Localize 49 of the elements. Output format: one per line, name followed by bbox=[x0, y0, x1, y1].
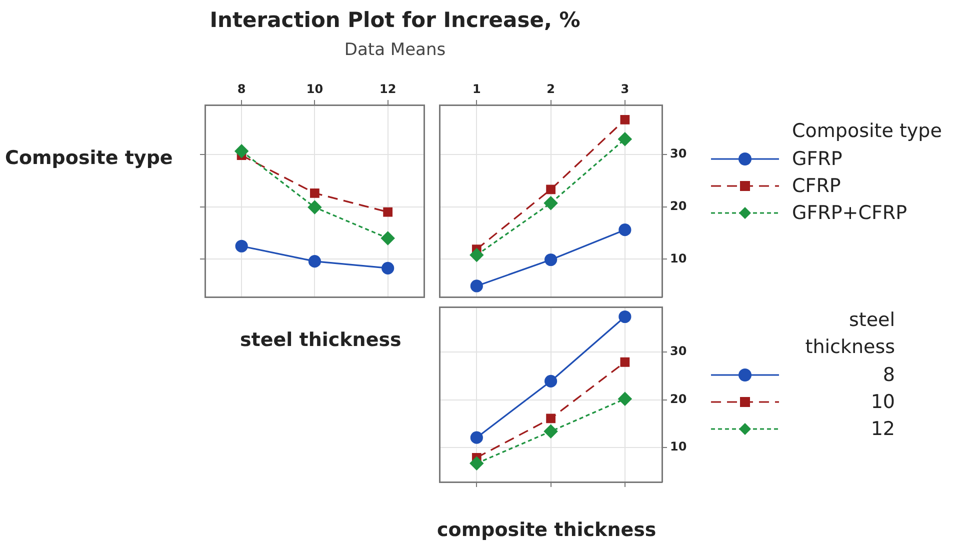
point bbox=[544, 196, 558, 210]
x-tick-label: 3 bbox=[620, 82, 630, 96]
point bbox=[470, 456, 484, 470]
point bbox=[544, 253, 558, 266]
point bbox=[618, 224, 632, 236]
y-tick-label: 10 bbox=[670, 251, 687, 266]
point bbox=[383, 207, 393, 217]
point bbox=[618, 132, 632, 146]
x-tick-label: 8 bbox=[237, 82, 246, 96]
x-tick-label: 1 bbox=[472, 82, 481, 96]
legend-label: GFRP+CFRP bbox=[792, 202, 908, 224]
x-tick-label: 10 bbox=[306, 82, 324, 96]
y-tick-label: 30 bbox=[670, 344, 687, 358]
legend-title: Composite type bbox=[791, 119, 942, 144]
y-tick-label: 20 bbox=[670, 392, 687, 406]
legend-label: CFRP bbox=[792, 174, 841, 196]
point bbox=[235, 240, 248, 252]
y-tick-label: 20 bbox=[670, 198, 687, 213]
point bbox=[618, 392, 632, 406]
y-tick-label: 30 bbox=[670, 146, 687, 160]
x-axis-title: steel thickness bbox=[240, 329, 402, 351]
point bbox=[382, 262, 394, 274]
point bbox=[470, 431, 483, 444]
point bbox=[310, 188, 320, 198]
point bbox=[620, 115, 630, 124]
text: 12 bbox=[870, 418, 895, 440]
y-axis-title: Composite type bbox=[5, 147, 173, 169]
point bbox=[546, 414, 556, 424]
chart-title: Interaction Plot for Increase, % bbox=[208, 8, 582, 32]
point bbox=[618, 310, 632, 324]
point bbox=[470, 248, 484, 262]
point bbox=[234, 144, 248, 158]
point bbox=[546, 184, 556, 194]
x-tick-label: 12 bbox=[379, 82, 396, 96]
point bbox=[308, 255, 321, 268]
y-tick-label: 10 bbox=[670, 440, 687, 454]
text: 8 bbox=[882, 364, 895, 386]
point bbox=[544, 424, 558, 438]
point bbox=[544, 374, 558, 388]
point bbox=[381, 231, 395, 246]
point bbox=[470, 280, 483, 292]
point bbox=[620, 357, 630, 367]
text: 10 bbox=[870, 390, 895, 412]
point bbox=[308, 200, 322, 214]
x-tick-label: 2 bbox=[546, 82, 555, 96]
chart-subtitle: Data Means bbox=[343, 40, 447, 60]
x-axis-title: composite thickness bbox=[437, 519, 656, 541]
legend-label: GFRP bbox=[792, 148, 842, 170]
legend-title: steel thickness bbox=[804, 308, 895, 360]
